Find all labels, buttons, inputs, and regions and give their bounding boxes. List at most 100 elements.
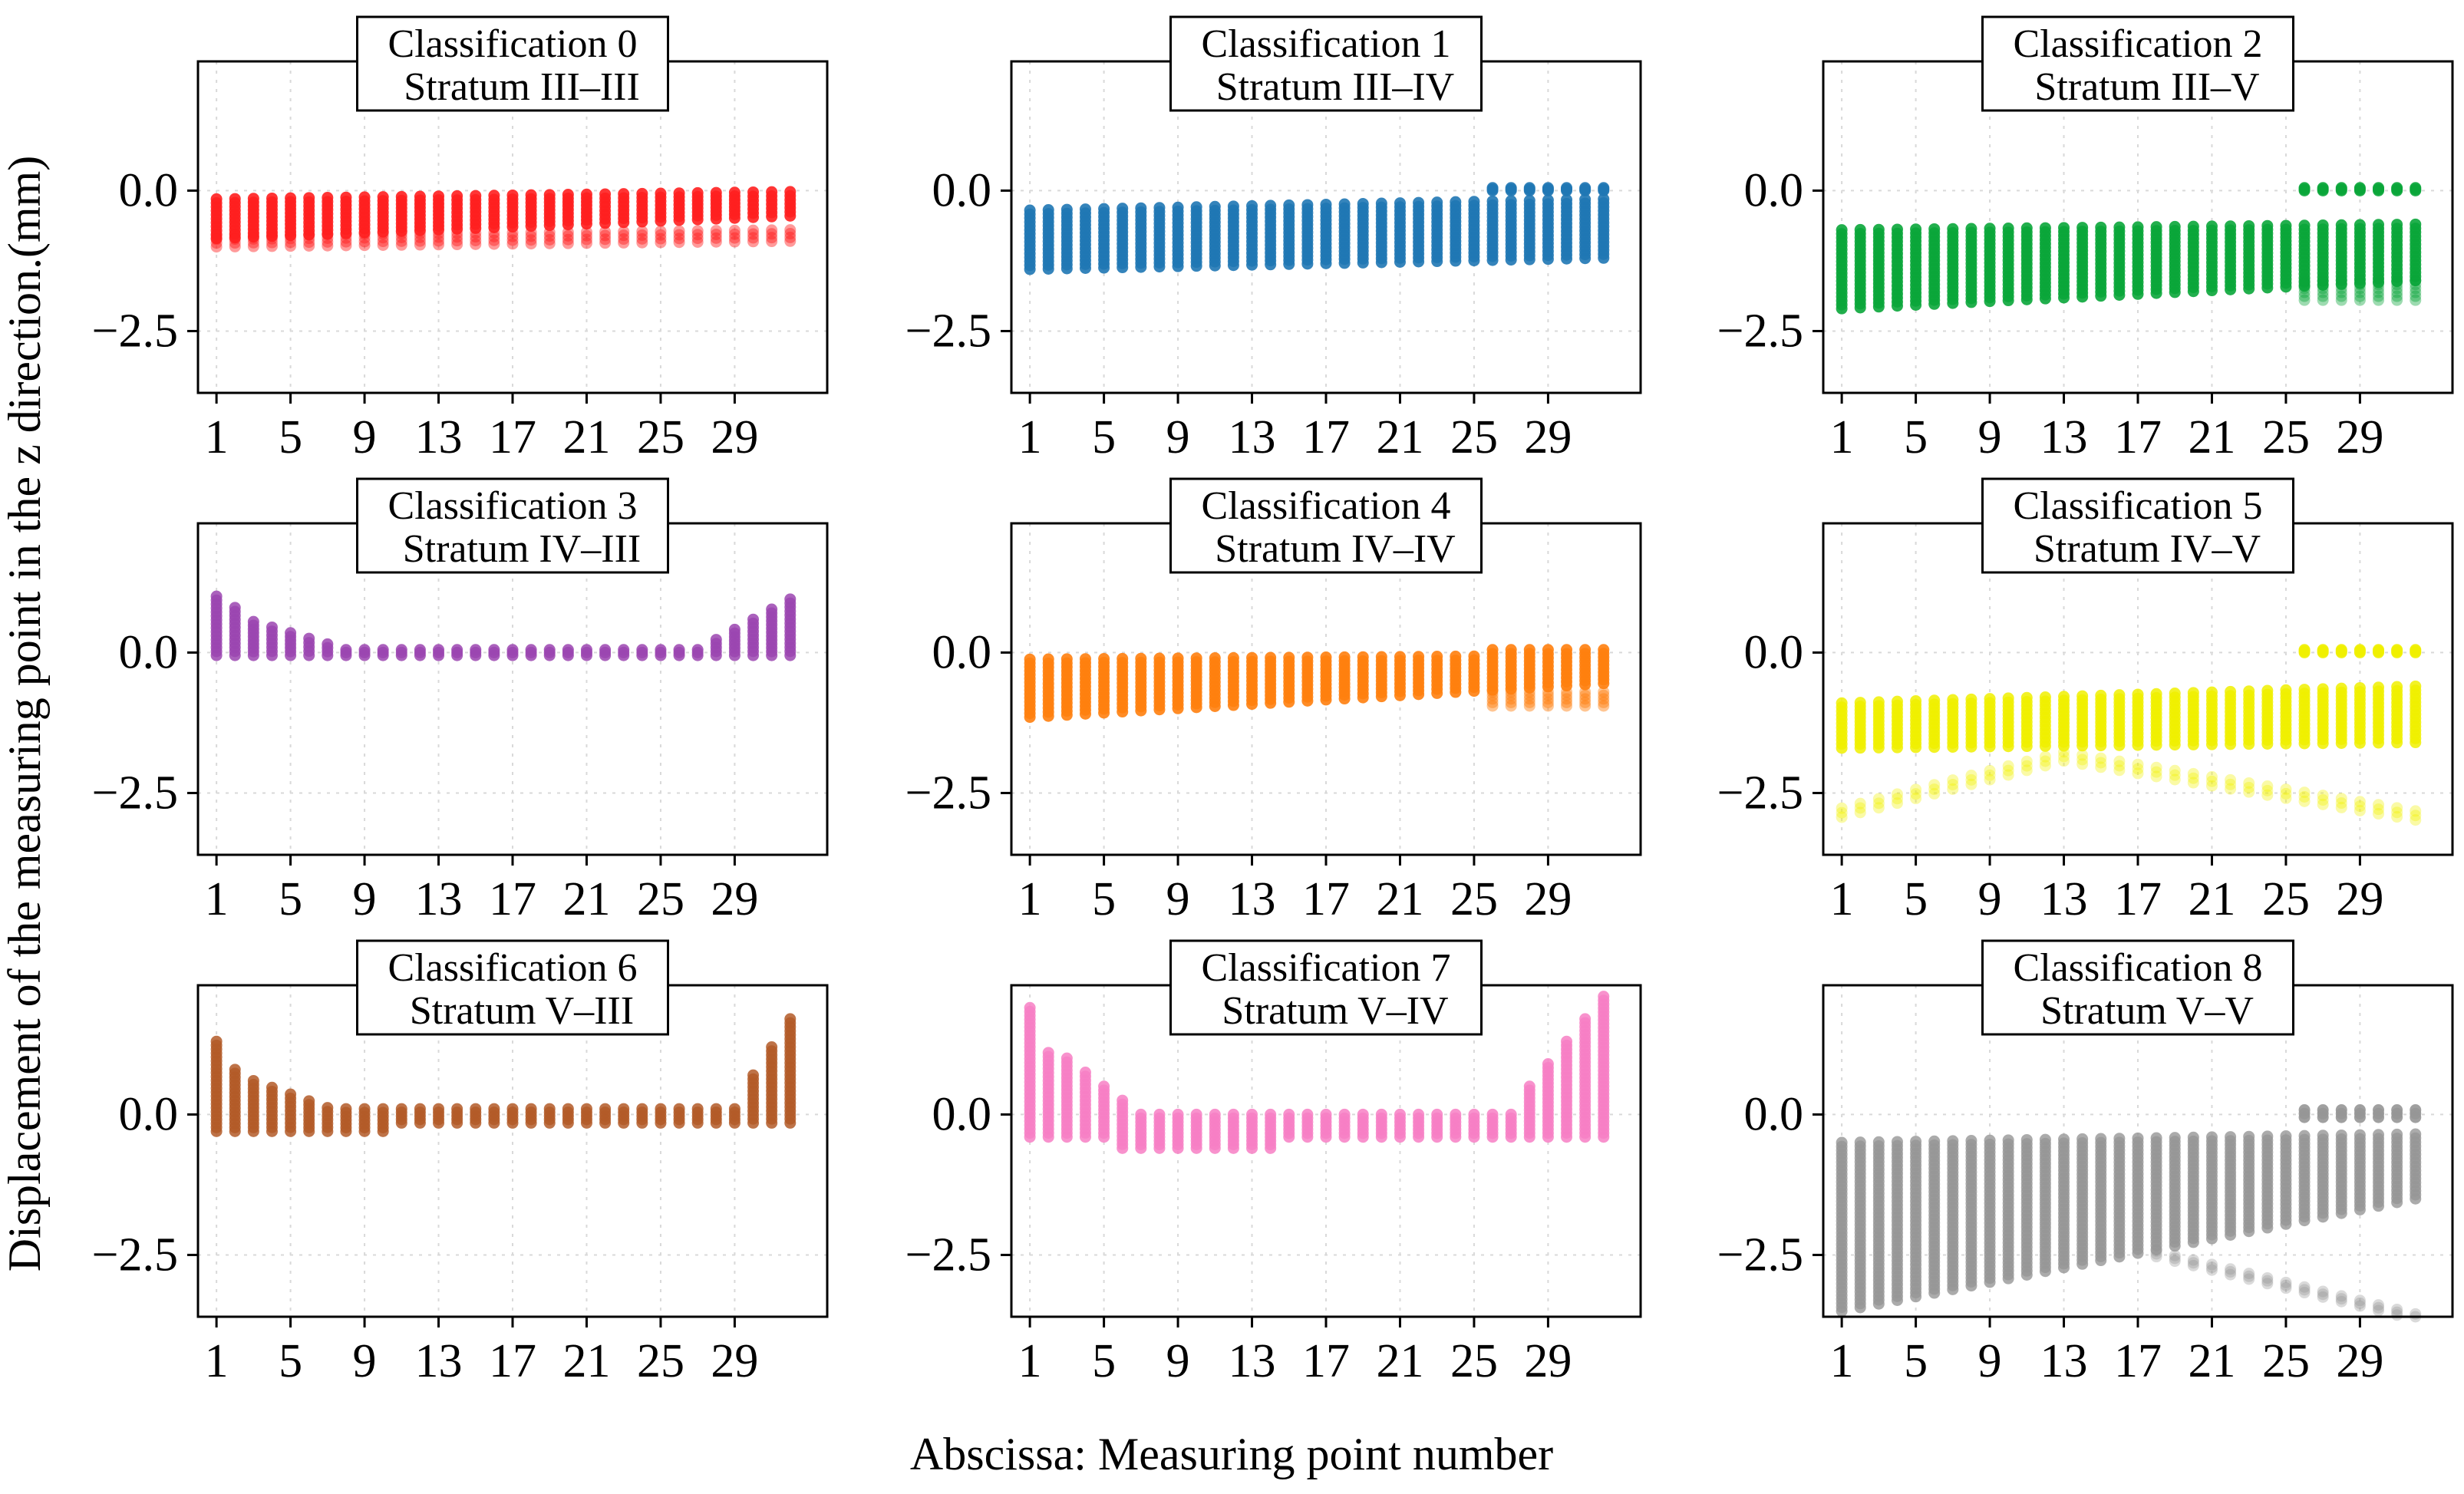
data-point bbox=[747, 232, 760, 244]
y-axis-label: Displacement of the measuring point in t… bbox=[0, 156, 50, 1272]
data-point bbox=[766, 224, 778, 236]
data-point bbox=[1486, 195, 1499, 207]
data-point bbox=[2243, 1273, 2255, 1285]
data-point bbox=[2373, 275, 2385, 287]
y-tick-label: 0.0 bbox=[1744, 626, 1804, 678]
data-point bbox=[1301, 651, 1314, 664]
data-point bbox=[636, 236, 648, 249]
data-point bbox=[285, 192, 297, 204]
scatter-points bbox=[210, 186, 797, 253]
data-point bbox=[2373, 282, 2385, 295]
data-point bbox=[2205, 1258, 2218, 1271]
panel-title: Classification 6 bbox=[388, 946, 638, 990]
x-tick-label: 1 bbox=[205, 873, 229, 925]
data-point bbox=[1135, 202, 1147, 214]
x-tick-label: 1 bbox=[205, 1335, 229, 1387]
data-point bbox=[285, 627, 297, 639]
data-point bbox=[543, 230, 556, 242]
data-point bbox=[1910, 793, 1922, 805]
y-tick-label: −2.5 bbox=[905, 767, 991, 819]
panel-title: Classification 2 bbox=[2014, 22, 2263, 66]
data-point bbox=[2391, 275, 2403, 287]
data-point bbox=[210, 193, 223, 205]
data-point bbox=[673, 187, 685, 200]
data-point bbox=[2002, 223, 2014, 235]
data-point bbox=[599, 229, 612, 242]
data-point bbox=[2353, 182, 2366, 194]
data-point bbox=[2391, 644, 2403, 656]
data-point bbox=[2391, 294, 2403, 306]
data-point bbox=[470, 190, 482, 202]
x-tick-label: 29 bbox=[2336, 1335, 2383, 1387]
data-point bbox=[433, 227, 445, 239]
data-point bbox=[1542, 1058, 1554, 1070]
data-point bbox=[2317, 1130, 2329, 1142]
data-point bbox=[655, 644, 667, 656]
data-point bbox=[377, 232, 389, 244]
data-point bbox=[2243, 1270, 2255, 1282]
data-point bbox=[2410, 275, 2422, 287]
data-point bbox=[322, 638, 334, 650]
data-point bbox=[322, 232, 334, 244]
data-point bbox=[1024, 653, 1036, 665]
data-point bbox=[1320, 1108, 1332, 1120]
data-point bbox=[229, 240, 241, 252]
data-point bbox=[1872, 793, 1885, 805]
data-point bbox=[2353, 282, 2366, 295]
data-point bbox=[2225, 773, 2237, 786]
data-point bbox=[2002, 764, 2014, 777]
data-point bbox=[1598, 182, 1610, 194]
data-point bbox=[1542, 700, 1554, 712]
data-point bbox=[470, 644, 482, 656]
data-point bbox=[210, 241, 223, 253]
data-point bbox=[506, 189, 519, 201]
data-point bbox=[2410, 290, 2422, 302]
data-point bbox=[303, 192, 315, 204]
data-point bbox=[2039, 755, 2051, 767]
data-point bbox=[1947, 694, 1959, 706]
data-point bbox=[1984, 773, 1996, 786]
data-point bbox=[2150, 761, 2162, 773]
data-point bbox=[2353, 1104, 2366, 1116]
data-point bbox=[2225, 220, 2237, 233]
data-point bbox=[2410, 644, 2422, 656]
data-point bbox=[1598, 696, 1610, 708]
data-point bbox=[2353, 219, 2366, 231]
data-point bbox=[1891, 223, 1903, 236]
x-tick-label: 5 bbox=[1904, 873, 1928, 925]
data-point bbox=[1561, 644, 1573, 656]
x-tick-label: 21 bbox=[2188, 1335, 2235, 1387]
data-point bbox=[562, 237, 574, 249]
data-point bbox=[2373, 803, 2385, 816]
y-tick-label: 0.0 bbox=[932, 164, 992, 216]
data-point bbox=[1836, 224, 1848, 236]
data-point bbox=[1486, 696, 1499, 708]
data-point bbox=[1836, 697, 1848, 709]
data-point bbox=[2076, 1133, 2089, 1145]
data-point bbox=[322, 229, 334, 241]
data-point bbox=[470, 234, 482, 246]
data-point bbox=[377, 236, 389, 248]
data-point bbox=[247, 236, 259, 249]
data-point bbox=[1947, 774, 1959, 787]
data-point bbox=[210, 1035, 223, 1047]
data-point bbox=[2261, 1278, 2274, 1290]
data-point bbox=[1542, 689, 1554, 701]
data-point bbox=[710, 236, 722, 248]
data-point bbox=[1965, 773, 1977, 786]
data-point bbox=[2353, 800, 2366, 813]
data-point bbox=[2298, 294, 2311, 306]
x-tick-label: 9 bbox=[353, 411, 377, 463]
data-point bbox=[655, 225, 667, 237]
data-point bbox=[784, 186, 797, 198]
data-point bbox=[2150, 221, 2162, 233]
data-point bbox=[2169, 1132, 2181, 1144]
data-point bbox=[710, 1103, 722, 1115]
panel-subtitle: Stratum III–IV bbox=[1216, 65, 1454, 109]
data-point bbox=[2410, 1104, 2422, 1116]
data-point bbox=[543, 189, 556, 201]
